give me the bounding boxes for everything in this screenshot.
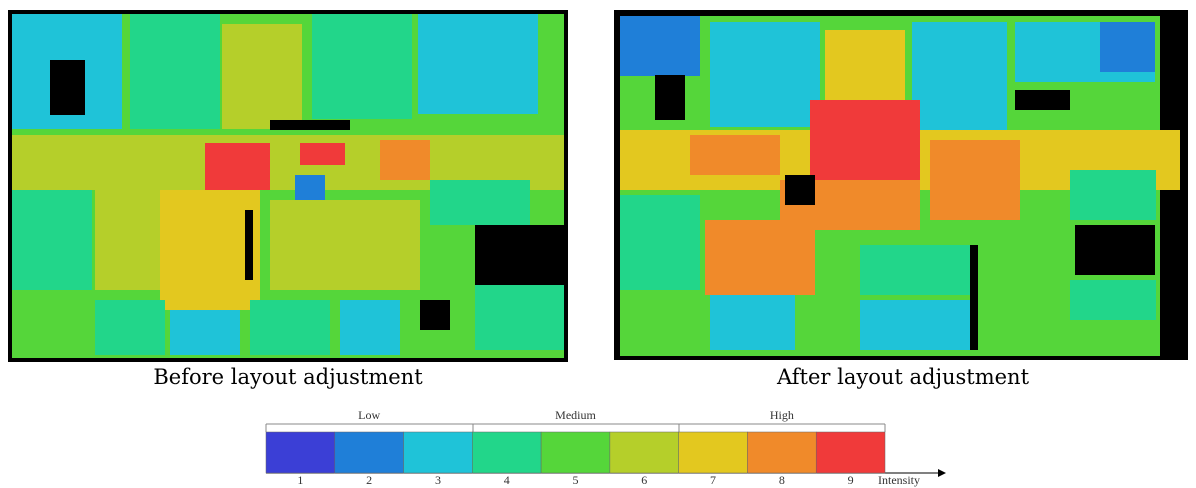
- caption: After layout adjustment: [776, 365, 1030, 389]
- group-label: Medium: [555, 408, 596, 422]
- legend-cell: [404, 432, 473, 473]
- level-label: 7: [710, 473, 716, 487]
- caption: Before layout adjustment: [153, 365, 423, 389]
- legend-cell: [335, 432, 404, 473]
- level-label: 4: [504, 473, 510, 487]
- level-label: 8: [779, 473, 785, 487]
- figure: Before layout adjustment After layout ad…: [0, 0, 1196, 488]
- legend-cell: [679, 432, 748, 473]
- legend-cell: [472, 432, 541, 473]
- level-label: 1: [297, 473, 303, 487]
- heatmap-before: [8, 10, 568, 362]
- group-label: High: [770, 408, 794, 422]
- group-label: Low: [358, 408, 380, 422]
- legend: Intensity Low Medium High 1 2 3 4 5 6 7 8 9: [266, 408, 946, 487]
- level-label: 5: [573, 473, 579, 487]
- legend-cell: [816, 432, 885, 473]
- level-label: 9: [848, 473, 854, 487]
- level-label: 3: [435, 473, 441, 487]
- legend-cell: [541, 432, 610, 473]
- legend-cell: [266, 432, 335, 473]
- level-label: 2: [366, 473, 372, 487]
- legend-cell: [747, 432, 816, 473]
- axis-label: Intensity: [878, 473, 920, 487]
- heatmap-after: [614, 10, 1188, 360]
- arrow: [938, 469, 946, 477]
- level-label: 6: [641, 473, 647, 487]
- legend-cell: [610, 432, 679, 473]
